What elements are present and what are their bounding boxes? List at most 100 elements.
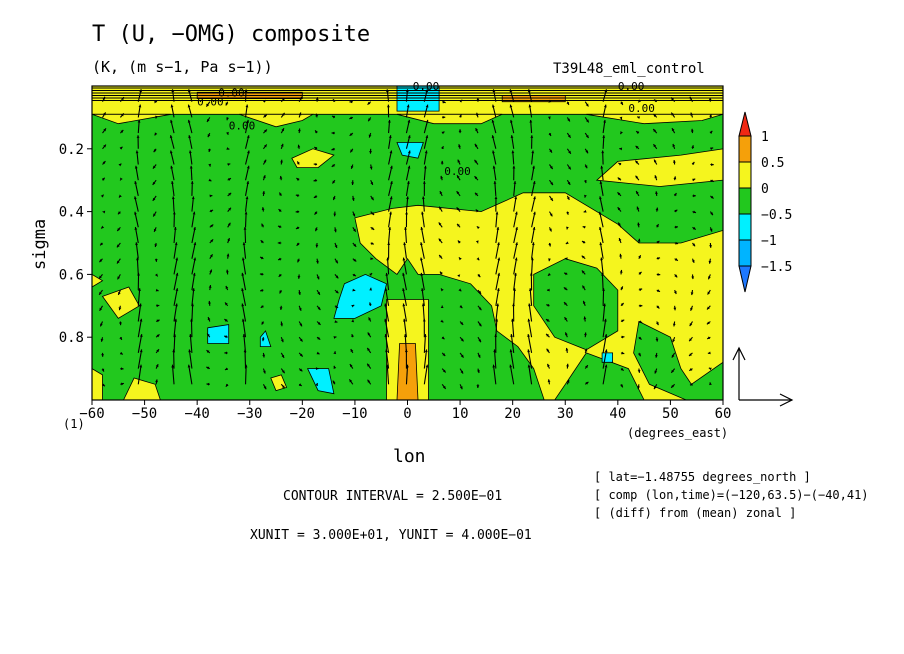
wind-vector-head-522	[582, 241, 586, 244]
wind-vector-111	[189, 334, 193, 353]
wind-vector-head-276	[353, 258, 357, 262]
wind-vector-head-327	[407, 150, 411, 154]
wind-vector-head-398	[459, 386, 463, 390]
wind-vector-head-132	[206, 382, 210, 386]
wind-vector-head-477	[548, 133, 552, 137]
wind-vector-head-60	[153, 149, 157, 153]
wind-vector-head-616	[675, 225, 678, 229]
wind-vector-head-81	[170, 165, 174, 169]
wind-vector-head-341	[405, 364, 409, 368]
wind-vector-473	[527, 349, 533, 369]
wind-vector-head-75	[155, 379, 158, 383]
wind-vector-head-233	[313, 178, 317, 182]
wind-vector-467	[531, 257, 534, 275]
wind-vector-head-160	[244, 211, 248, 215]
shaded-region-18	[306, 368, 335, 395]
wind-vector-head-195	[279, 175, 283, 179]
wind-vector-head-483	[549, 228, 552, 232]
wind-vector-head-331	[405, 211, 408, 215]
wind-vector-head-620	[673, 291, 677, 294]
wind-vector-head-410	[477, 274, 481, 278]
wind-vector-head-34	[119, 336, 122, 340]
wind-vector-head-538	[599, 181, 603, 184]
wind-vector-head-175	[263, 159, 267, 163]
wind-vector-head-367	[439, 191, 443, 195]
wind-vector-94	[171, 364, 175, 385]
wind-vector-head-300	[367, 332, 371, 336]
wind-vector-head-53	[139, 318, 143, 322]
wind-vector-head-610	[671, 128, 675, 132]
wind-vector-head-13	[99, 307, 103, 311]
wind-vector-head-157	[246, 165, 250, 169]
contour-label-3: 0.00	[628, 102, 655, 115]
wind-vector-head-451	[512, 303, 515, 307]
wind-vector-head-385	[457, 175, 460, 179]
wind-vector-head-224	[299, 338, 303, 342]
wind-vector-head-30	[117, 276, 121, 280]
wind-vector-head-305	[386, 104, 390, 108]
wind-vector-head-387	[456, 207, 460, 211]
wind-vector-head-655	[709, 245, 712, 248]
wind-vector-head-565	[621, 319, 625, 323]
wind-vector-head-256	[334, 244, 338, 248]
wind-vector-head-249	[331, 131, 335, 135]
wind-vector-head-526	[582, 300, 586, 304]
wind-vector-354	[420, 272, 425, 291]
wind-vector-head-113	[187, 364, 191, 368]
wind-vector-head-284	[349, 379, 353, 383]
x-tick-label-11: 50	[662, 406, 679, 422]
wind-vector-head-493	[547, 379, 551, 383]
wind-vector-head-199	[277, 241, 281, 245]
wind-vector-head-469	[528, 288, 532, 291]
wind-vector-head-37	[120, 382, 124, 386]
shaded-region-19	[396, 142, 424, 159]
wind-vector-head-647	[709, 114, 712, 118]
wind-vector-head-297	[369, 287, 373, 291]
wind-vector-head-74	[155, 364, 159, 368]
wind-vector-head-579	[637, 238, 641, 242]
wind-vector-head-661	[707, 336, 711, 339]
wind-vector-head-344	[425, 119, 429, 123]
wind-vector-51	[137, 288, 141, 306]
wind-vector-head-289	[369, 166, 373, 170]
x-tick-label-2: −40	[185, 406, 210, 422]
wind-vector-head-472	[527, 334, 531, 337]
wind-vector-head-595	[655, 191, 658, 195]
wind-vector-head-517	[584, 165, 588, 169]
wind-vector-head-572	[636, 131, 640, 134]
wind-vector-head-207	[281, 370, 285, 374]
wind-vector-head-541	[598, 227, 602, 230]
wind-vector-head-573	[635, 145, 639, 149]
wind-vector-head-443	[513, 181, 517, 184]
wind-vector-head-10	[99, 259, 103, 263]
wind-vector-head-626	[671, 384, 675, 388]
colorbar-label-1: 0.5	[761, 156, 784, 171]
wind-vector-head-650	[711, 163, 714, 166]
wind-vector-head-354	[420, 272, 424, 276]
wind-vector-head-434	[494, 334, 498, 337]
wind-vector-head-333	[403, 242, 407, 246]
wind-vector-head-359	[424, 349, 428, 353]
wind-vector-head-287	[368, 134, 372, 138]
wind-vector-head-124	[209, 254, 213, 258]
wind-vector-head-402	[474, 143, 478, 147]
wind-vector-head-555	[618, 163, 622, 166]
wind-vector-head-560	[618, 238, 622, 241]
wind-vector-49	[136, 257, 139, 275]
wind-vector-head-325	[407, 119, 411, 123]
wind-vector-head-79	[169, 135, 173, 139]
wind-vector-337	[402, 303, 407, 322]
wind-vector-head-279	[351, 304, 355, 308]
wind-vector-head-33	[119, 322, 122, 326]
wind-vector-head-257	[335, 260, 338, 264]
wind-vector-head-643	[689, 353, 692, 357]
wind-vector-head-593	[654, 159, 657, 163]
wind-vector-head-4	[102, 161, 106, 165]
wind-vector-head-631	[691, 161, 695, 165]
wind-vector-head-630	[691, 145, 695, 149]
wind-vector-head-644	[689, 368, 693, 371]
wind-vector-head-512	[566, 379, 570, 383]
wind-vector-head-475	[548, 99, 552, 103]
wind-vector-head-548	[604, 334, 608, 337]
wind-vector-head-635	[692, 226, 696, 230]
